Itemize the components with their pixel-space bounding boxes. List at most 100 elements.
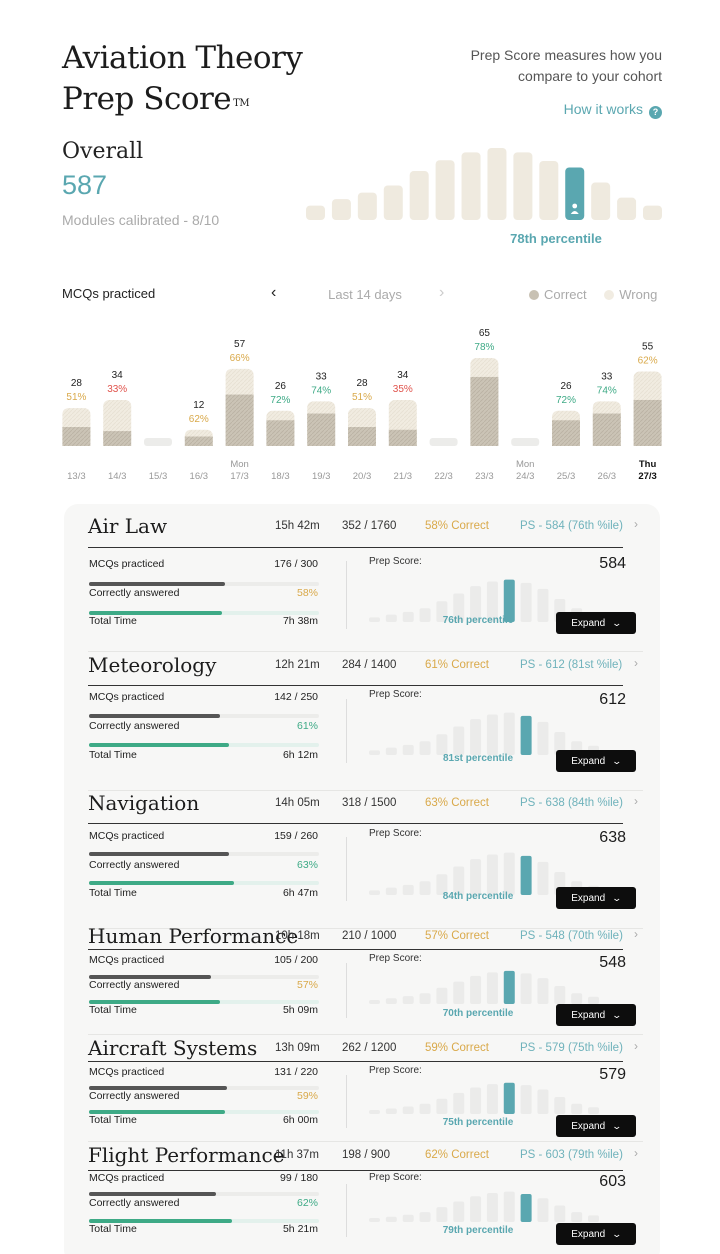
chevron-right-icon[interactable]: › [634, 927, 638, 941]
module-header[interactable]: Meteorology 12h 21m 284 / 1400 61% Correct P… [88, 653, 643, 683]
percent-correct-label: 72% [270, 395, 290, 406]
expand-button[interactable]: Expand ⌄ [556, 612, 636, 634]
correctly-answered-value: 61% [296, 720, 318, 732]
mcq-practiced-value: 159 / 260 [274, 830, 318, 842]
module-correct-rate: 57% Correct [425, 930, 489, 942]
distribution-bar [409, 171, 429, 220]
module-percentile: 79th percentile [442, 1225, 514, 1236]
distribution-bar [486, 854, 498, 895]
correctly-answered-progress [89, 611, 319, 615]
day-column[interactable]: 34 35% 21/3 [388, 370, 417, 482]
day-column[interactable]: 15/3 [144, 438, 172, 482]
distribution-bar [520, 582, 532, 622]
module-distribution-chart [369, 712, 599, 755]
percent-correct-label: 51% [66, 392, 86, 403]
distribution-bar [436, 1098, 448, 1114]
module-prep-score-summary: PS - 603 (79th %ile) [520, 1149, 623, 1161]
percent-correct-label: 72% [556, 395, 576, 406]
chevron-down-icon: ⌄ [611, 1010, 623, 1020]
expand-button[interactable]: Expand ⌄ [556, 1115, 636, 1137]
percent-correct-label: 74% [311, 385, 331, 396]
chevron-left-icon[interactable]: ‹ [271, 284, 277, 301]
page-title: Aviation Theory Prep Score TM [62, 38, 303, 120]
mcq-practiced-value: 131 / 220 [274, 1066, 318, 1078]
how-it-works-link[interactable]: How it works? [564, 101, 662, 119]
divider [346, 699, 347, 763]
distribution-bar [503, 1191, 515, 1222]
total-label: 34 [112, 370, 124, 381]
distribution-bar [385, 887, 397, 895]
day-column[interactable]: 34 33% 14/3 [103, 370, 132, 482]
divider [346, 561, 347, 629]
expand-button[interactable]: Expand ⌄ [556, 1223, 636, 1245]
distribution-bar [385, 747, 397, 755]
distribution-bar [591, 182, 611, 220]
correctly-answered-label: Correctly answered [89, 587, 180, 599]
expand-button[interactable]: Expand ⌄ [556, 887, 636, 909]
correct-bar [266, 420, 295, 446]
distribution-bar [357, 192, 377, 220]
day-column[interactable]: 26 72% 18/3 [266, 381, 295, 482]
day-column[interactable]: 28 51% 13/3 [62, 378, 91, 482]
date-label: 25/3 [557, 471, 576, 482]
module-header[interactable]: Navigation 14h 05m 318 / 1500 63% Correct PS… [88, 791, 643, 821]
module-mcq-count: 284 / 1400 [342, 659, 397, 671]
divider [88, 928, 643, 929]
distribution-bar [470, 719, 482, 755]
distribution-bar [588, 1107, 599, 1114]
distribution-bar [402, 744, 414, 755]
legend-item-correct: Correct [529, 287, 587, 302]
divider [346, 1075, 347, 1128]
correctly-answered-progress [89, 881, 319, 885]
correctly-answered-value: 63% [296, 859, 318, 871]
distribution-bar [537, 588, 549, 622]
date-label: 15/3 [149, 471, 168, 482]
distribution-bar [537, 861, 549, 895]
chevron-down-icon: ⌄ [611, 1121, 623, 1131]
chevron-right-icon[interactable]: › [634, 794, 638, 808]
divider [346, 963, 347, 1018]
module-card: Meteorology 12h 21m 284 / 1400 61% Correct P… [88, 653, 643, 792]
expand-button[interactable]: Expand ⌄ [556, 1004, 636, 1026]
expand-button[interactable]: Expand ⌄ [556, 750, 636, 772]
distribution-bar [503, 852, 515, 895]
module-header[interactable]: Aircraft Systems 13h 09m 262 / 1200 59% Cor… [88, 1036, 643, 1066]
chevron-right-icon[interactable]: › [439, 284, 445, 301]
day-column[interactable]: 22/3 [429, 438, 458, 482]
progress-fill [89, 1000, 221, 1004]
distribution-bar [453, 593, 465, 622]
day-column[interactable]: 28 51% 20/3 [348, 378, 376, 482]
mcq-practiced-value: 142 / 250 [274, 691, 318, 703]
distribution-bar [369, 1218, 380, 1222]
day-column[interactable]: 33 74% 26/3 [592, 371, 621, 482]
day-column[interactable]: 65 78% 23/3 [470, 328, 499, 482]
chevron-right-icon[interactable]: › [634, 517, 638, 531]
distribution-bar [419, 1103, 431, 1114]
module-time: 12h 21m [275, 659, 320, 671]
correctly-answered-label: Correctly answered [89, 859, 180, 871]
prep-score-value: 584 [599, 555, 626, 572]
day-column[interactable]: 33 74% 19/3 [307, 371, 336, 482]
expand-label: Expand [571, 756, 606, 767]
divider [88, 547, 623, 548]
distribution-bar [539, 160, 559, 220]
module-header[interactable]: Flight Performance 11h 37m 198 / 900 62% Co… [88, 1143, 643, 1173]
distribution-bar-user [520, 855, 532, 895]
module-correct-rate: 61% Correct [425, 659, 489, 671]
module-header[interactable]: Human Performance 10h 18m 210 / 1000 57% Co… [88, 924, 643, 954]
percent-correct-label: 62% [638, 356, 658, 367]
chevron-right-icon[interactable]: › [634, 1039, 638, 1053]
date-label: 19/3 [312, 471, 331, 482]
module-name: Human Performance [88, 924, 299, 948]
module-header[interactable]: Air Law 15h 42m 352 / 1760 58% Correct PS - … [88, 514, 643, 544]
correct-bar [307, 413, 336, 446]
distribution-bar [537, 978, 549, 1004]
chevron-right-icon[interactable]: › [634, 1146, 638, 1160]
chevron-right-icon[interactable]: › [634, 656, 638, 670]
total-time-value: 6h 12m [282, 749, 318, 761]
day-column[interactable]: 26 72% 25/3 [552, 381, 580, 482]
day-column[interactable]: 12 62% 16/3 [184, 400, 213, 482]
